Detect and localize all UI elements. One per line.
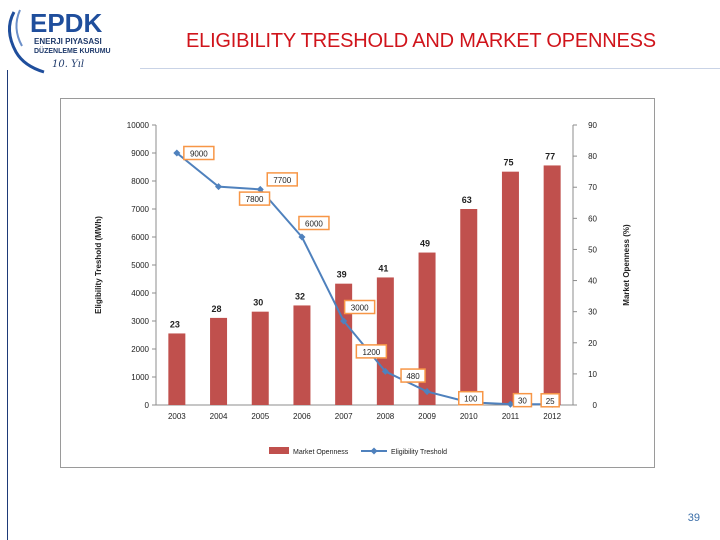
- x-tick-label: 2010: [460, 412, 478, 421]
- right-tick-label: 20: [588, 339, 597, 348]
- x-tick-label: 2006: [293, 412, 311, 421]
- logo-arc-inner: [15, 9, 23, 47]
- legend-swatch-bar: [269, 447, 289, 454]
- x-tick-label: 2007: [335, 412, 353, 421]
- line-label-box: [512, 392, 533, 408]
- line-data-label: 100: [464, 395, 478, 404]
- line-point-marker: [173, 149, 181, 157]
- line-label-box: [343, 299, 376, 315]
- bar-data-label: 32: [295, 291, 305, 301]
- x-tick-label: 2012: [543, 412, 561, 421]
- left-tick-label: 3000: [131, 317, 149, 326]
- line-point-marker: [506, 400, 514, 408]
- bar-market-openness: [460, 209, 478, 405]
- bar-data-label: 49: [420, 239, 430, 249]
- legend-label-market-openness: Market Openness: [293, 449, 349, 456]
- line-label-box: [266, 172, 298, 187]
- line-data-label: 7700: [273, 176, 291, 185]
- logo-line2: DÜZENLEME KURUMU: [34, 46, 111, 55]
- right-tick-label: 80: [588, 152, 597, 161]
- line-data-label: 480: [406, 372, 420, 381]
- epdk-logo: EPDK ENERJI PIYASASI DÜZENLEME KURUMU 10…: [8, 8, 111, 74]
- left-tick-label: 9000: [131, 149, 149, 158]
- bar-data-label: 77: [545, 151, 555, 161]
- line-label-box: [400, 368, 426, 383]
- bar-market-openness: [376, 277, 394, 405]
- left-tick-label: 0: [145, 401, 150, 410]
- logo-arc: [8, 11, 45, 74]
- x-tick-label: 2005: [251, 412, 269, 421]
- line-data-label: 9000: [190, 150, 208, 159]
- right-axis-title: Market Openness (%): [622, 224, 631, 306]
- x-tick-label: 2009: [418, 412, 436, 421]
- header-divider: [140, 68, 720, 69]
- line-data-label: 25: [546, 397, 555, 406]
- left-tick-label: 7000: [131, 205, 149, 214]
- x-tick-label: 2011: [502, 412, 520, 421]
- combo-chart: 0100020003000400050006000700080009000100…: [94, 121, 631, 456]
- line-point-marker: [340, 317, 348, 325]
- logo-line1: ENERJI PIYASASI: [34, 37, 102, 46]
- line-label-box: [540, 393, 560, 408]
- right-tick-label: 0: [593, 401, 598, 410]
- legend-swatch-marker: [370, 447, 378, 455]
- left-tick-label: 10000: [127, 121, 150, 130]
- logo-monogram: 10. Yıl: [52, 59, 84, 70]
- bar-market-openness: [168, 333, 186, 405]
- x-tick-label: 2003: [168, 412, 186, 421]
- line-label-box: [183, 145, 215, 161]
- right-tick-label: 10: [588, 370, 597, 379]
- line-eligibility-treshold: [176, 152, 553, 406]
- line-label-box: [355, 344, 388, 359]
- line-data-label: 30: [518, 397, 527, 406]
- right-tick-label: 60: [588, 214, 597, 223]
- chart-container: 0 1000 2000 3000 4000 5000 6000 7000 8000 9000 100…: [60, 98, 655, 468]
- line-point-marker: [381, 367, 389, 375]
- left-tick-label: 2000: [131, 345, 149, 354]
- line-data-label: 1200: [362, 348, 380, 357]
- bar-market-openness: [210, 317, 228, 405]
- bar-data-label: 23: [170, 319, 180, 329]
- bar-data-label: 28: [212, 304, 222, 314]
- left-tick-label: 6000: [131, 233, 149, 242]
- logo-brand: EPDK: [30, 8, 102, 38]
- line-point-marker: [215, 183, 223, 191]
- x-tick-label: 2004: [210, 412, 228, 421]
- left-border-line: [7, 70, 8, 540]
- right-tick-label: 30: [588, 308, 597, 317]
- bar-market-openness: [418, 252, 436, 405]
- page-number: 39: [687, 512, 700, 524]
- bar-data-label: 41: [378, 263, 388, 273]
- line-label-box: [238, 191, 271, 206]
- bar-market-openness: [251, 311, 269, 405]
- right-tick-label: 40: [588, 277, 597, 286]
- line-data-label: 7800: [246, 195, 264, 204]
- left-tick-label: 8000: [131, 177, 149, 186]
- line-label-box: [458, 390, 484, 406]
- slide-title: ELIGIBILITY TRESHOLD AND MARKET OPENNESS: [186, 30, 656, 52]
- bar-market-openness: [501, 171, 519, 405]
- line-label-box: [298, 215, 330, 231]
- left-axis-title: Eligibility Treshold (MWh): [94, 216, 103, 314]
- bar-data-label: 39: [337, 270, 347, 280]
- legend-label-eligibility-treshold: Eligibility Treshold: [391, 449, 447, 456]
- line-point-marker: [256, 185, 264, 193]
- right-tick-label: 50: [588, 245, 597, 254]
- bar-market-openness: [293, 305, 311, 405]
- line-data-label: 3000: [351, 304, 369, 313]
- line-point-marker: [423, 388, 431, 396]
- bar-data-label: 30: [253, 298, 263, 308]
- x-tick-label: 2008: [376, 412, 394, 421]
- left-tick-label: 1000: [131, 373, 149, 382]
- bar-market-openness: [543, 165, 561, 405]
- line-data-label: 6000: [305, 220, 323, 229]
- right-tick-label: 90: [588, 121, 597, 130]
- bar-data-label: 63: [462, 195, 472, 205]
- left-tick-label: 4000: [131, 289, 149, 298]
- bar-data-label: 75: [503, 158, 513, 168]
- left-tick-label: 5000: [131, 261, 149, 270]
- right-tick-label: 70: [588, 183, 597, 192]
- line-point-marker: [298, 233, 306, 241]
